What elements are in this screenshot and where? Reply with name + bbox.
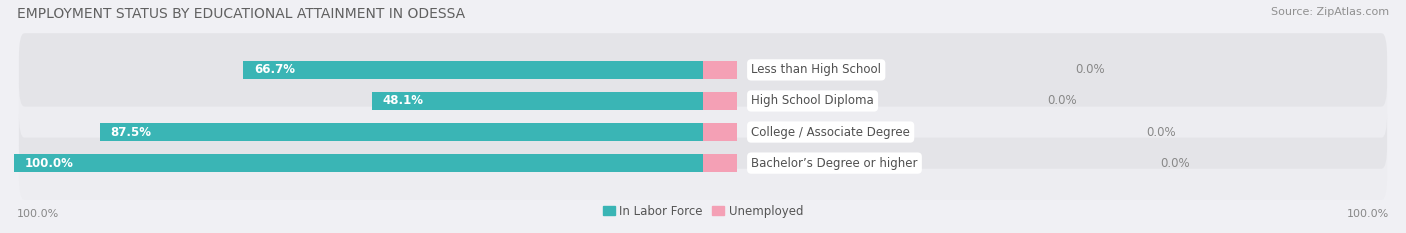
Legend: In Labor Force, Unemployed: In Labor Force, Unemployed xyxy=(598,200,808,223)
FancyBboxPatch shape xyxy=(18,33,1388,106)
Text: 66.7%: 66.7% xyxy=(254,63,295,76)
Bar xyxy=(14,154,703,172)
Bar xyxy=(703,92,738,110)
Text: Bachelor’s Degree or higher: Bachelor’s Degree or higher xyxy=(751,157,918,170)
Bar xyxy=(243,61,703,79)
Text: High School Diploma: High School Diploma xyxy=(751,94,875,107)
Text: 100.0%: 100.0% xyxy=(1347,209,1389,219)
Text: 0.0%: 0.0% xyxy=(1076,63,1105,76)
Text: 100.0%: 100.0% xyxy=(24,157,73,170)
Text: College / Associate Degree: College / Associate Degree xyxy=(751,126,910,139)
Bar xyxy=(703,154,738,172)
Text: Less than High School: Less than High School xyxy=(751,63,882,76)
FancyBboxPatch shape xyxy=(18,64,1388,138)
Bar xyxy=(100,123,703,141)
Text: 100.0%: 100.0% xyxy=(17,209,59,219)
Text: 0.0%: 0.0% xyxy=(1160,157,1189,170)
Text: 0.0%: 0.0% xyxy=(1047,94,1077,107)
Text: 48.1%: 48.1% xyxy=(382,94,423,107)
Text: 87.5%: 87.5% xyxy=(111,126,152,139)
Text: 0.0%: 0.0% xyxy=(1146,126,1175,139)
Bar xyxy=(703,61,738,79)
Bar xyxy=(703,123,738,141)
Text: Source: ZipAtlas.com: Source: ZipAtlas.com xyxy=(1271,7,1389,17)
Bar xyxy=(371,92,703,110)
FancyBboxPatch shape xyxy=(18,127,1388,200)
FancyBboxPatch shape xyxy=(18,95,1388,169)
Text: EMPLOYMENT STATUS BY EDUCATIONAL ATTAINMENT IN ODESSA: EMPLOYMENT STATUS BY EDUCATIONAL ATTAINM… xyxy=(17,7,465,21)
